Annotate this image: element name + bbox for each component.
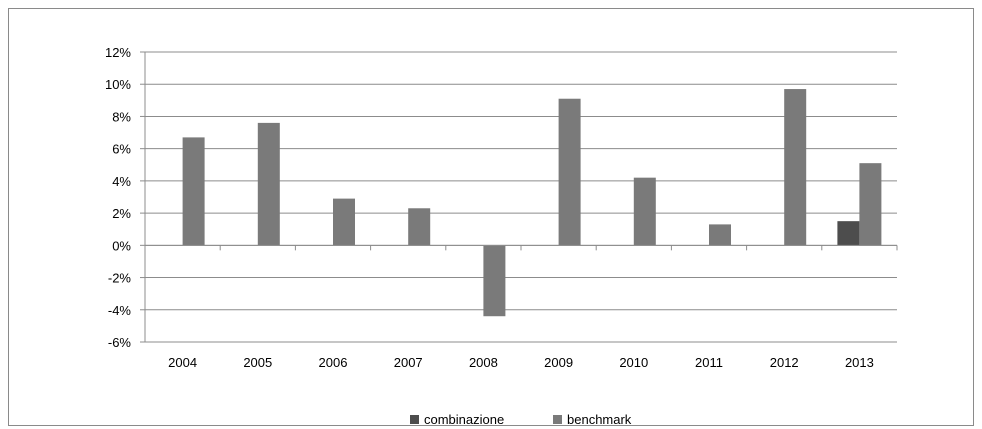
bar-benchmark-2007 (408, 208, 431, 246)
bar-combinazione-2013 (837, 221, 860, 246)
bars (182, 89, 882, 317)
x-tick-label: 2009 (544, 355, 573, 370)
y-tick-label: 0% (112, 238, 131, 253)
bar-benchmark-2009 (558, 98, 581, 246)
legend-swatch-combinazione (410, 415, 419, 424)
y-tick-label: -2% (108, 271, 132, 286)
legend: combinazione benchmark (410, 412, 632, 427)
x-tick-label: 2004 (168, 355, 197, 370)
bar-benchmark-2008 (483, 245, 506, 317)
x-tick-label: 2005 (243, 355, 272, 370)
bar-benchmark-2012 (784, 89, 807, 246)
y-tick-label: -4% (108, 303, 132, 318)
x-axis: 2004 2005 2006 2007 2008 2009 2010 2011 2012 2013 (144, 244, 898, 370)
y-tick-label: 6% (112, 142, 131, 157)
bar-benchmark-2004 (182, 137, 205, 246)
legend-label-combinazione: combinazione (424, 412, 504, 427)
bar-benchmark-2005 (257, 122, 280, 246)
x-tick-label: 2008 (469, 355, 498, 370)
x-tick-label: 2011 (695, 355, 723, 370)
x-tick-label: 2006 (319, 355, 348, 370)
y-tick-label: -6% (108, 335, 132, 350)
x-tick-label: 2012 (770, 355, 799, 370)
x-tick-label: 2007 (394, 355, 423, 370)
gridlines (145, 51, 897, 343)
x-tick-label: 2013 (845, 355, 874, 370)
bar-benchmark-2010 (633, 177, 656, 246)
y-tick-label: 8% (112, 109, 131, 124)
y-axis-ticks: -6% -4% -2% 0% 2% 4% 6% 8% 10% 12% (105, 45, 146, 350)
y-tick-label: 12% (105, 45, 131, 60)
bar-benchmark-2006 (333, 198, 355, 246)
y-tick-label: 10% (105, 77, 131, 92)
y-tick-label: 2% (112, 206, 131, 221)
x-tick-label: 2010 (619, 355, 648, 370)
bar-benchmark-2013 (859, 163, 882, 246)
legend-label-benchmark: benchmark (567, 412, 632, 427)
y-tick-label: 4% (112, 174, 131, 189)
legend-swatch-benchmark (553, 415, 562, 424)
chart-frame (8, 8, 974, 426)
bar-benchmark-2011 (709, 224, 731, 246)
